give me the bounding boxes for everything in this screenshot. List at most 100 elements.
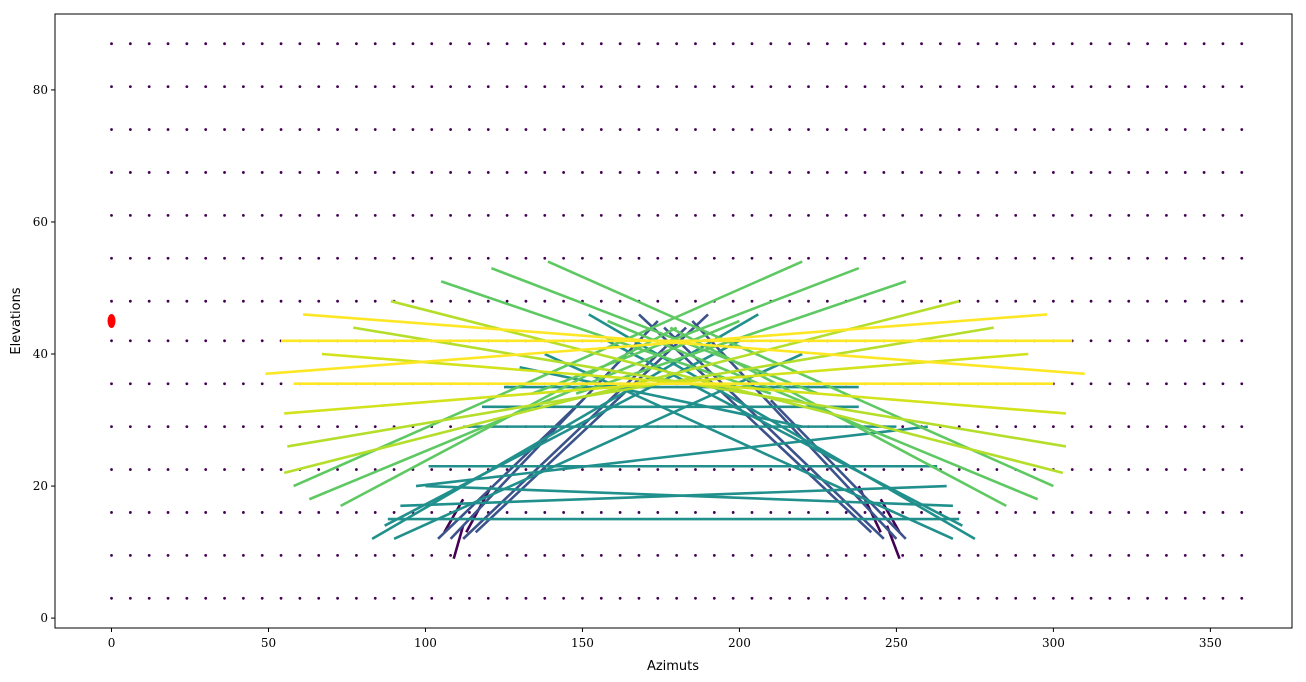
- grid-point: [241, 299, 245, 303]
- grid-point: [411, 596, 415, 600]
- grid-point: [637, 213, 641, 217]
- grid-point: [882, 256, 886, 260]
- grid-point: [807, 42, 810, 46]
- grid-point: [675, 596, 679, 600]
- grid-point: [241, 511, 245, 514]
- grid-point: [147, 42, 151, 46]
- grid-point: [185, 511, 189, 514]
- grid-point: [581, 256, 584, 260]
- grid-point: [637, 85, 641, 89]
- grid-point: [1183, 468, 1187, 471]
- grid-point: [166, 339, 170, 343]
- grid-point: [147, 382, 151, 386]
- grid-point: [355, 256, 358, 260]
- grid-point: [1033, 468, 1036, 471]
- grid-point: [298, 85, 302, 89]
- grid-point: [147, 128, 151, 131]
- grid-point: [1014, 42, 1018, 46]
- grid-point: [185, 596, 189, 600]
- grid-point: [1183, 256, 1187, 260]
- segments: [265, 260, 1085, 560]
- grid-point: [1070, 128, 1074, 131]
- grid-point: [957, 468, 961, 471]
- grid-point: [486, 42, 490, 46]
- grid-point: [543, 85, 547, 89]
- grid-point: [788, 256, 792, 260]
- segment-line: [769, 399, 907, 540]
- grid-point: [468, 596, 471, 600]
- grid-point: [901, 596, 905, 600]
- grid-point: [430, 42, 434, 46]
- grid-point: [128, 382, 132, 386]
- grid-point: [505, 299, 509, 303]
- segment-line: [308, 319, 740, 501]
- y-axis-label: Elevations: [9, 287, 24, 354]
- grid-point: [204, 468, 208, 471]
- grid-point: [128, 85, 132, 89]
- grid-point: [355, 213, 358, 217]
- grid-point: [1183, 596, 1187, 600]
- grid-point: [863, 128, 867, 131]
- grid-point: [901, 468, 905, 471]
- grid-point: [241, 339, 245, 343]
- grid-point: [449, 213, 452, 217]
- grid-point: [844, 553, 848, 557]
- grid-point: [241, 213, 245, 217]
- grid-point: [807, 171, 810, 174]
- grid-point: [1183, 511, 1187, 514]
- grid-point: [1165, 256, 1168, 260]
- grid-point: [298, 596, 302, 600]
- grid-point: [524, 128, 528, 131]
- grid-point: [637, 511, 641, 514]
- grid-point: [938, 596, 942, 600]
- grid-point: [524, 171, 528, 174]
- grid-point: [336, 42, 339, 46]
- grid-point: [750, 553, 754, 557]
- grid-point: [468, 42, 471, 46]
- grid-point: [825, 128, 829, 131]
- grid-point: [336, 213, 339, 217]
- grid-point: [223, 339, 226, 343]
- grid-point: [1051, 553, 1055, 557]
- grid-point: [1089, 42, 1093, 46]
- grid-point: [731, 213, 735, 217]
- grid-point: [656, 213, 660, 217]
- grid-point: [373, 213, 377, 217]
- grid-point: [599, 596, 603, 600]
- grid-point: [1202, 128, 1206, 131]
- grid-point: [505, 213, 509, 217]
- grid-point: [807, 553, 810, 557]
- grid-point: [524, 596, 528, 600]
- grid-point: [694, 596, 697, 600]
- grid-point: [411, 553, 415, 557]
- segment-line: [425, 484, 953, 508]
- grid-point: [147, 171, 151, 174]
- grid-point: [185, 425, 189, 429]
- grid-point: [430, 213, 434, 217]
- segment-line: [287, 326, 994, 448]
- grid-point: [298, 511, 302, 514]
- grid-point: [1221, 256, 1225, 260]
- grid-point: [449, 171, 452, 174]
- grid-point: [1089, 256, 1093, 260]
- grid-point: [618, 171, 622, 174]
- grid-point: [976, 85, 980, 89]
- grid-point: [1089, 382, 1093, 386]
- grid-point: [675, 299, 679, 303]
- y-tick-label: 20: [33, 479, 48, 493]
- grid-point: [185, 128, 189, 131]
- grid-point: [1014, 596, 1018, 600]
- grid-point: [807, 596, 810, 600]
- grid-point: [166, 256, 170, 260]
- grid-point: [1108, 256, 1112, 260]
- grid-point: [844, 171, 848, 174]
- grid-point: [1183, 128, 1187, 131]
- grid-point: [807, 256, 810, 260]
- grid-point: [185, 468, 189, 471]
- grid-point: [882, 299, 886, 303]
- grid-point: [712, 42, 716, 46]
- grid-point: [675, 511, 679, 514]
- grid-point: [769, 213, 773, 217]
- grid-point: [317, 511, 321, 514]
- grid-point: [1221, 382, 1225, 386]
